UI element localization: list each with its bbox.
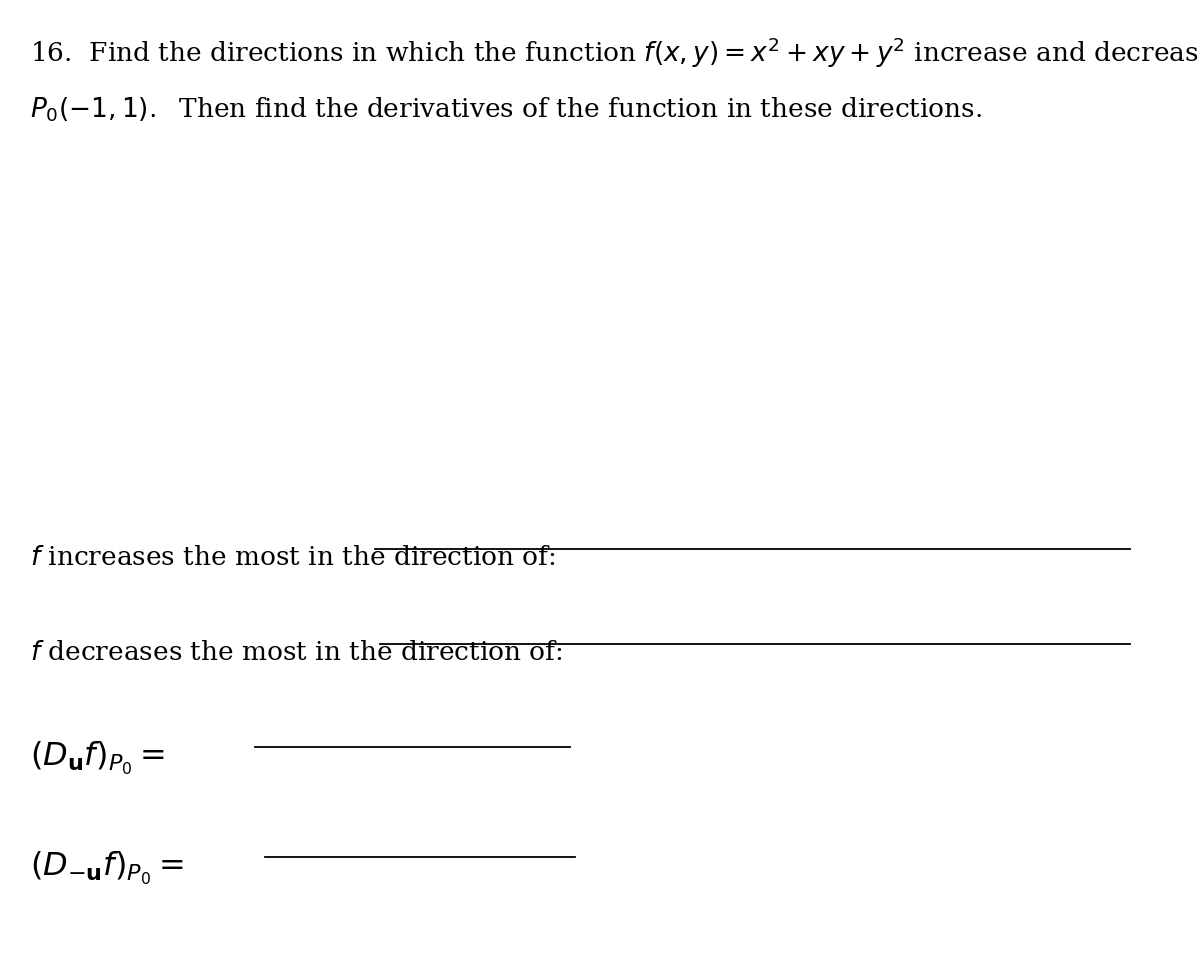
Text: $P_0\left(-1,1\right).$  Then find the derivatives of the function in these dire: $P_0\left(-1,1\right).$ Then find the de…	[30, 95, 983, 123]
Text: $\left(D_{\mathbf{u}}f\right)_{P_0}=$: $\left(D_{\mathbf{u}}f\right)_{P_0}=$	[30, 739, 164, 776]
Text: $\left(D_{-\mathbf{u}}f\right)_{P_0}=$: $\left(D_{-\mathbf{u}}f\right)_{P_0}=$	[30, 849, 184, 887]
Text: $f$ increases the most in the direction of:: $f$ increases the most in the direction …	[30, 545, 556, 570]
Text: 16.  Find the directions in which the function $f\left(x,y\right)=x^2+xy+y^2$ in: 16. Find the directions in which the fun…	[30, 35, 1200, 70]
Text: $f$ decreases the most in the direction of:: $f$ decreases the most in the direction …	[30, 640, 563, 665]
